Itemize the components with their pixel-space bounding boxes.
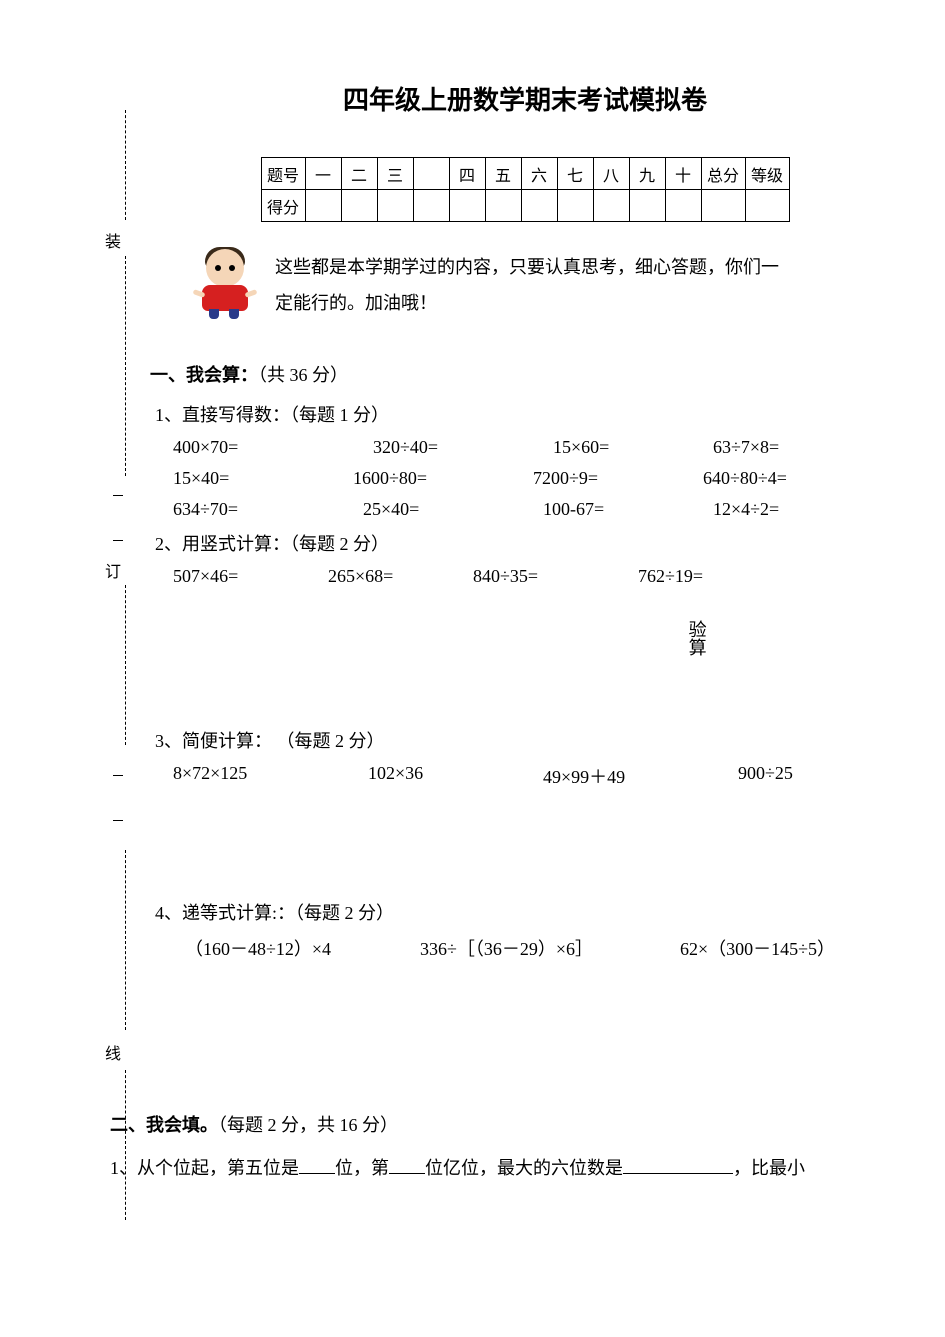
expr: 25×40= (363, 499, 543, 520)
section2-bold: 二、我会填。 (110, 1115, 218, 1135)
expr: 49×99＋49 (543, 763, 738, 789)
encouragement-text: 这些都是本学期学过的内容，只要认真思考，细心答题，你们一 定能行的。加油哦！ (275, 247, 779, 321)
th-2: 二 (341, 158, 377, 190)
th-label: 题号 (261, 158, 305, 190)
score-cell[interactable] (593, 190, 629, 222)
score-cell[interactable] (745, 190, 789, 222)
q2-row: 507×46= 265×68= 840÷35= 762÷19= (173, 566, 895, 587)
score-table: 题号 一 二 三 四 五 六 七 八 九 十 总分 等级 得分 (261, 157, 790, 222)
encourage-line1: 这些都是本学期学过的内容，只要认真思考，细心答题，你们一 (275, 249, 779, 285)
expr: 265×68= (328, 566, 473, 587)
s2q1-d: ，比最小 (733, 1158, 805, 1178)
expr: 7200÷9= (533, 468, 703, 489)
q3-row: 8×72×125 102×36 49×99＋49 900÷25 (173, 763, 895, 789)
th-3: 三 (377, 158, 413, 190)
q4-row: （160－48÷12）×4 336÷［（36－29）×6］ 62×（300－14… (185, 935, 895, 961)
score-cell[interactable] (485, 190, 521, 222)
encouragement-block: 这些都是本学期学过的内容，只要认真思考，细心答题，你们一 定能行的。加油哦！ (155, 247, 895, 321)
expr: 100-67= (543, 499, 713, 520)
score-cell[interactable] (305, 190, 341, 222)
expr: 1600÷80= (353, 468, 533, 489)
margin-label-zhuang: 装 (105, 228, 121, 252)
blank[interactable] (299, 1156, 335, 1174)
th-6: 六 (521, 158, 557, 190)
th-total: 总分 (701, 158, 745, 190)
th-1: 一 (305, 158, 341, 190)
section1-header: 一、我会算：（共 36 分） (150, 361, 895, 387)
expr: 320÷40= (373, 437, 553, 458)
th-8: 八 (593, 158, 629, 190)
score-value-row: 得分 (261, 190, 789, 222)
mascot-icon (195, 247, 255, 317)
expr: 102×36 (368, 763, 543, 789)
margin-label-ding: 订 (105, 558, 121, 582)
expr: 15×40= (173, 468, 353, 489)
section1-rest: （共 36 分） (258, 365, 348, 385)
score-header-row: 题号 一 二 三 四 五 六 七 八 九 十 总分 等级 (261, 158, 789, 190)
q1-title: 1、直接写得数：（每题 1 分） (155, 401, 895, 427)
section1-bold: 一、我会算： (150, 365, 258, 385)
expr: 507×46= (173, 566, 328, 587)
score-cell[interactable] (665, 190, 701, 222)
work-space (155, 597, 895, 727)
score-cell[interactable] (521, 190, 557, 222)
blank[interactable] (623, 1156, 733, 1174)
s2q1-a: 1、从个位起，第五位是 (110, 1158, 299, 1178)
work-space (155, 799, 895, 899)
expr: （160－48÷12）×4 (185, 935, 420, 961)
expr: 762÷19= (638, 566, 703, 587)
td-label: 得分 (261, 190, 305, 222)
expr: 8×72×125 (173, 763, 368, 789)
exam-title: 四年级上册数学期末考试模拟卷 (155, 80, 895, 117)
q3-title: 3、简便计算： （每题 2 分） (155, 727, 895, 753)
margin-label-xian: 线 (105, 1040, 121, 1064)
th-grade: 等级 (745, 158, 789, 190)
score-cell[interactable] (341, 190, 377, 222)
work-space (155, 971, 895, 1111)
th-5: 五 (485, 158, 521, 190)
expr: 62×（300－145÷5） (680, 935, 835, 961)
q1-row2: 15×40= 1600÷80= 7200÷9= 640÷80÷4= (173, 468, 895, 489)
expr: 15×60= (553, 437, 713, 458)
expr: 900÷25 (738, 763, 793, 789)
expr: 400×70= (173, 437, 373, 458)
score-cell[interactable] (557, 190, 593, 222)
score-cell[interactable] (449, 190, 485, 222)
section2-rest: （每题 2 分，共 16 分） (218, 1115, 398, 1135)
score-cell[interactable] (413, 190, 449, 222)
expr: 12×4÷2= (713, 499, 779, 520)
th-10: 十 (665, 158, 701, 190)
q1-row1: 400×70= 320÷40= 15×60= 63÷7×8= (173, 437, 895, 458)
expr: 63÷7×8= (713, 437, 779, 458)
score-cell[interactable] (701, 190, 745, 222)
expr: 336÷［（36－29）×6］ (420, 935, 680, 961)
s2q1-c: 位亿位，最大的六位数是 (425, 1158, 623, 1178)
encourage-line2: 定能行的。加油哦！ (275, 285, 779, 321)
verify-note: 验算 (685, 620, 707, 656)
section2-header: 二、我会填。（每题 2 分，共 16 分） (110, 1111, 895, 1137)
q1-row3: 634÷70= 25×40= 100-67= 12×4÷2= (173, 499, 895, 520)
q4-title: 4、递等式计算:：（每题 2 分） (155, 899, 895, 925)
s2q1-b: 位，第 (335, 1158, 389, 1178)
th-blank (413, 158, 449, 190)
expr: 634÷70= (173, 499, 363, 520)
page-content: 四年级上册数学期末考试模拟卷 题号 一 二 三 四 五 六 七 八 九 十 总分… (155, 80, 895, 1185)
q2-title: 2、用竖式计算：（每题 2 分） (155, 530, 895, 556)
expr: 840÷35= (473, 566, 638, 587)
score-cell[interactable] (629, 190, 665, 222)
score-cell[interactable] (377, 190, 413, 222)
blank[interactable] (389, 1156, 425, 1174)
expr: 640÷80÷4= (703, 468, 787, 489)
th-9: 九 (629, 158, 665, 190)
th-7: 七 (557, 158, 593, 190)
th-4: 四 (449, 158, 485, 190)
s2-q1: 1、从个位起，第五位是 位，第 位亿位，最大的六位数是 ，比最小 (110, 1151, 895, 1185)
